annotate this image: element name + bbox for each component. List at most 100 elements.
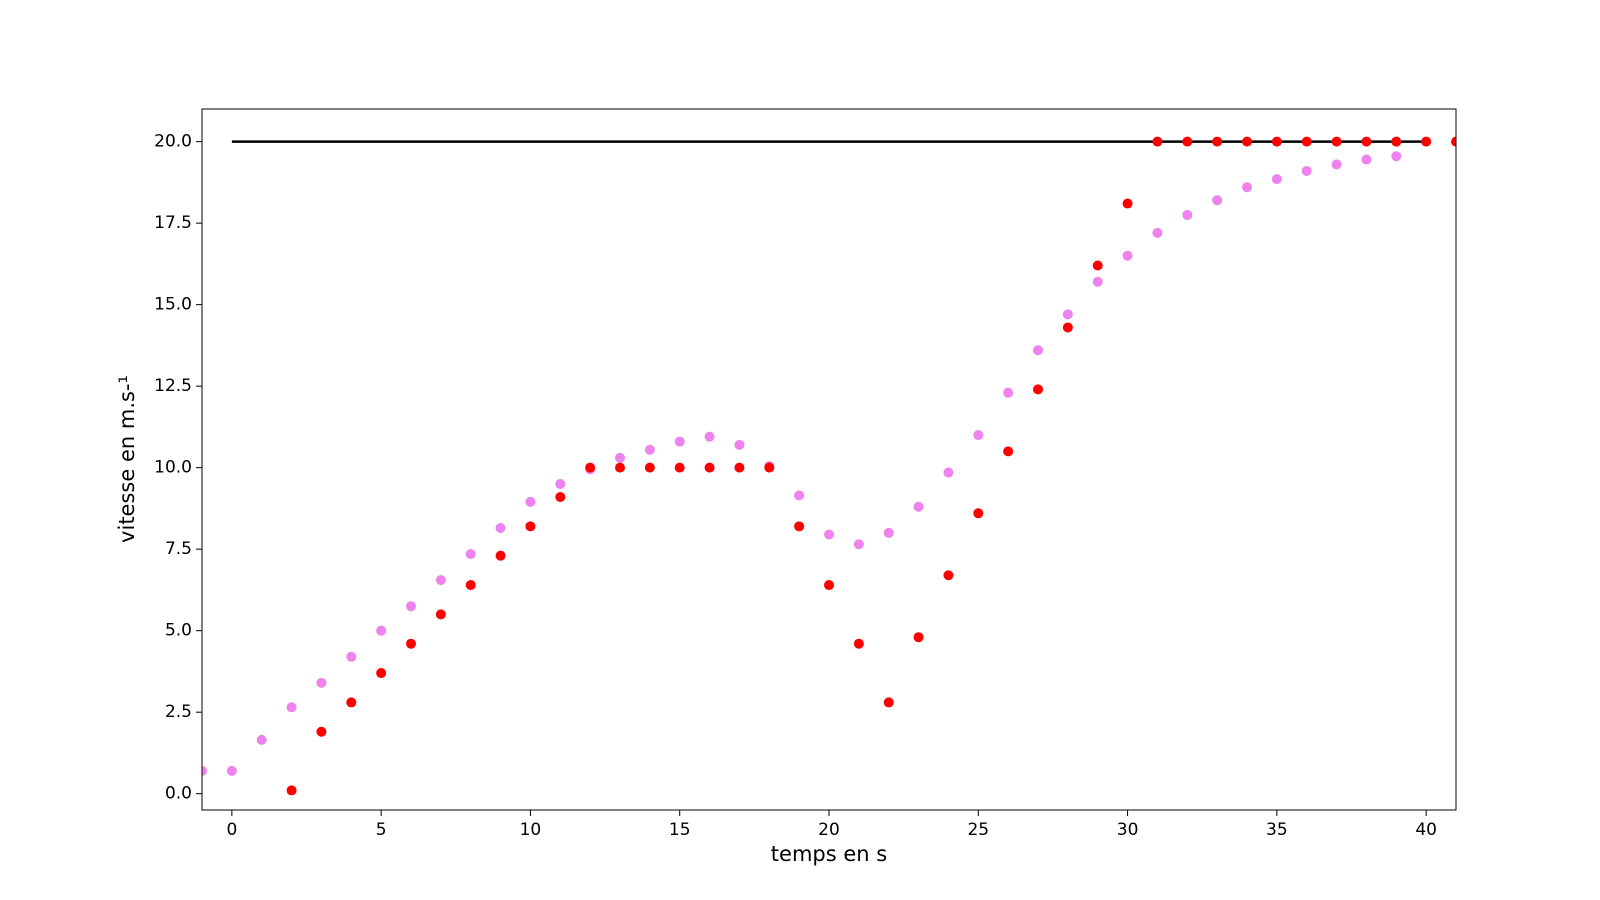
plot-frame — [201, 108, 1457, 811]
point — [406, 638, 416, 649]
point — [913, 501, 924, 512]
point — [674, 436, 685, 447]
point — [1033, 345, 1043, 356]
point — [794, 521, 805, 532]
point — [1092, 276, 1103, 287]
point — [824, 580, 834, 591]
x-axis-label: temps en s — [771, 842, 887, 866]
y-tick-label: 2.5 — [165, 702, 192, 722]
point — [764, 462, 775, 473]
point — [1182, 209, 1193, 220]
x-tick-label: 15 — [669, 820, 691, 840]
point — [346, 651, 357, 662]
point — [376, 668, 387, 679]
y-tick-label: 15.0 — [154, 295, 192, 315]
x-tick-label: 20 — [818, 820, 840, 840]
y-tick-label: 20.0 — [154, 132, 192, 152]
y-axis-label: vitesse en m.s-¹ — [115, 375, 139, 543]
point — [615, 452, 625, 463]
point — [1421, 136, 1432, 147]
point — [674, 462, 685, 473]
point — [316, 726, 327, 737]
point — [853, 638, 864, 649]
point — [406, 601, 416, 612]
point — [644, 462, 655, 473]
point — [1003, 387, 1014, 398]
point — [883, 697, 894, 708]
point — [913, 632, 924, 643]
point — [1062, 322, 1073, 333]
point — [555, 491, 566, 502]
point — [286, 702, 297, 713]
x-tick-label: 5 — [376, 820, 387, 840]
point — [495, 522, 506, 533]
point — [734, 462, 745, 473]
point — [226, 765, 237, 776]
x-tick-label: 25 — [967, 820, 989, 840]
point — [495, 550, 506, 561]
point — [1062, 309, 1073, 320]
point — [1301, 136, 1312, 147]
point — [973, 430, 984, 441]
point — [1451, 136, 1456, 147]
x-tick-label: 40 — [1415, 820, 1437, 840]
point — [943, 570, 954, 581]
point — [615, 462, 625, 473]
point — [794, 490, 805, 501]
point — [1391, 151, 1402, 162]
point — [853, 539, 864, 550]
point — [1331, 159, 1342, 170]
point — [1271, 136, 1282, 147]
point — [256, 734, 267, 745]
point — [734, 439, 745, 450]
point — [1361, 136, 1372, 147]
y-tick-label: 17.5 — [154, 213, 192, 233]
point — [316, 677, 327, 688]
point — [555, 478, 566, 489]
point — [525, 496, 536, 507]
point — [1242, 136, 1252, 147]
x-tick-label: 30 — [1117, 820, 1139, 840]
point — [376, 625, 387, 636]
plot-area — [202, 136, 1456, 796]
point — [1331, 136, 1342, 147]
point — [286, 785, 297, 796]
x-tick-label: 35 — [1266, 820, 1288, 840]
point — [435, 575, 446, 586]
point — [1271, 174, 1282, 185]
y-tick-label: 12.5 — [154, 376, 192, 396]
point — [435, 609, 446, 620]
point — [1152, 136, 1163, 147]
y-tick-label: 5.0 — [165, 621, 192, 641]
y-tick-label: 0.0 — [165, 784, 192, 804]
point — [644, 444, 655, 455]
point — [465, 549, 476, 560]
x-tick-label: 10 — [520, 820, 542, 840]
point — [704, 431, 715, 442]
point — [704, 462, 715, 473]
point — [465, 580, 476, 591]
point — [1122, 198, 1133, 209]
point — [346, 697, 357, 708]
point — [1301, 165, 1312, 176]
point — [943, 467, 954, 478]
point — [1092, 260, 1103, 271]
point — [1152, 227, 1163, 238]
point — [1122, 250, 1133, 261]
point — [1212, 136, 1223, 147]
x-tick-label: 0 — [226, 820, 237, 840]
point — [1361, 154, 1372, 165]
point — [1182, 136, 1193, 147]
point — [1212, 195, 1223, 206]
point — [1033, 384, 1043, 395]
point — [883, 527, 894, 538]
point — [585, 462, 596, 473]
y-tick-label: 7.5 — [165, 539, 192, 559]
point — [1391, 136, 1402, 147]
point — [973, 508, 984, 519]
point — [1242, 182, 1252, 193]
point — [1003, 446, 1014, 457]
point — [202, 765, 207, 776]
point — [824, 529, 834, 540]
